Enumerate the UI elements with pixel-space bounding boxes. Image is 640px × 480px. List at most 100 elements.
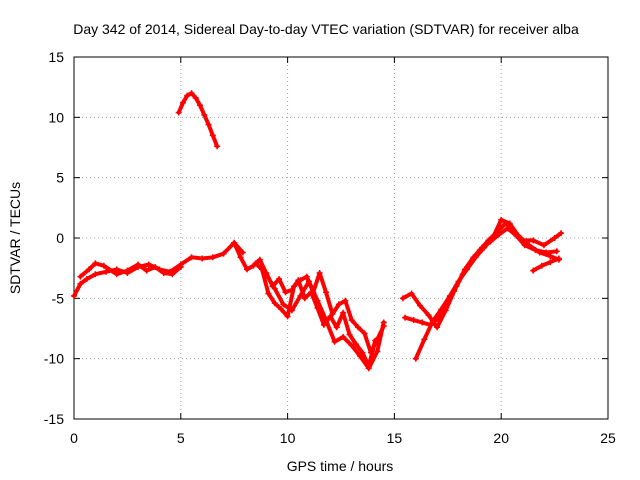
data-point bbox=[175, 109, 182, 116]
data-point bbox=[357, 353, 364, 360]
data-point bbox=[282, 289, 289, 296]
data-point bbox=[425, 312, 432, 319]
data-point bbox=[184, 92, 191, 99]
data-point bbox=[340, 333, 347, 340]
y-tick-label: -10 bbox=[44, 351, 64, 367]
data-point bbox=[438, 306, 445, 313]
data-point bbox=[380, 319, 387, 326]
data-point bbox=[143, 267, 150, 274]
data-point bbox=[100, 262, 107, 269]
data-point bbox=[201, 111, 208, 118]
data-point bbox=[455, 278, 462, 285]
data-point bbox=[124, 267, 131, 274]
x-tick-label: 10 bbox=[280, 430, 296, 446]
data-point bbox=[530, 267, 537, 274]
y-tick-label: 0 bbox=[56, 230, 64, 246]
data-point bbox=[496, 231, 503, 238]
data-point bbox=[278, 306, 285, 313]
data-point bbox=[237, 254, 244, 261]
data-point bbox=[555, 255, 562, 262]
data-point bbox=[83, 276, 90, 283]
data-point bbox=[547, 253, 554, 260]
data-point bbox=[199, 255, 206, 262]
data-point bbox=[498, 216, 505, 223]
data-point bbox=[329, 311, 336, 318]
data-point bbox=[280, 301, 287, 308]
data-point bbox=[536, 249, 543, 256]
data-point bbox=[258, 266, 265, 273]
data-point bbox=[346, 331, 353, 338]
data-point bbox=[352, 341, 359, 348]
data-point bbox=[402, 314, 409, 321]
data-point bbox=[558, 230, 565, 237]
data-point bbox=[504, 225, 511, 232]
data-point bbox=[446, 292, 453, 299]
data-point bbox=[220, 250, 227, 257]
data-point bbox=[316, 269, 323, 276]
series-track-evening-d bbox=[531, 256, 561, 273]
data-point bbox=[342, 297, 349, 304]
data-point bbox=[551, 235, 558, 241]
data-point bbox=[231, 239, 238, 246]
data-point bbox=[284, 313, 291, 320]
data-point bbox=[113, 271, 120, 278]
data-point bbox=[367, 349, 374, 356]
series-track-early-high bbox=[176, 91, 220, 149]
data-point bbox=[152, 263, 159, 270]
data-point bbox=[301, 295, 308, 302]
data-point bbox=[103, 268, 110, 275]
data-point bbox=[408, 290, 415, 297]
data-point bbox=[333, 324, 340, 331]
data-point bbox=[515, 232, 522, 239]
data-point bbox=[340, 309, 347, 316]
data-point bbox=[421, 336, 428, 343]
data-point bbox=[85, 266, 92, 273]
data-point bbox=[303, 273, 310, 280]
data-point bbox=[205, 121, 212, 128]
data-point bbox=[192, 95, 199, 102]
data-point bbox=[355, 324, 362, 331]
data-point bbox=[77, 273, 84, 280]
data-point bbox=[331, 338, 338, 345]
data-point bbox=[209, 254, 216, 261]
data-point bbox=[135, 261, 142, 268]
data-point bbox=[553, 248, 560, 255]
data-point bbox=[71, 292, 77, 299]
data-point bbox=[412, 355, 419, 362]
data-point bbox=[419, 319, 426, 326]
data-point bbox=[169, 271, 176, 278]
data-point bbox=[263, 271, 270, 278]
data-point bbox=[323, 289, 330, 296]
axis-ticks bbox=[73, 56, 609, 420]
data-point bbox=[197, 102, 204, 109]
grid-lines bbox=[74, 57, 608, 419]
x-tick-label: 5 bbox=[177, 430, 185, 446]
data-point bbox=[348, 342, 355, 349]
x-tick-label: 15 bbox=[387, 430, 403, 446]
data-point bbox=[77, 280, 84, 287]
data-point bbox=[188, 254, 195, 261]
data-point bbox=[239, 249, 246, 256]
y-tick-label: 5 bbox=[56, 170, 64, 186]
data-point bbox=[276, 276, 283, 283]
x-axis-label: GPS time / hours bbox=[287, 458, 394, 474]
x-tick-label: 20 bbox=[493, 430, 509, 446]
data-point bbox=[214, 143, 221, 150]
chart-title: Day 342 of 2014, Sidereal Day-to-day VTE… bbox=[73, 21, 579, 37]
tick-labels: 0 5 10 15 20 25 -15 -10 -5 0 5 10 15 bbox=[44, 49, 616, 446]
data-point bbox=[252, 260, 259, 267]
y-tick-label: -5 bbox=[52, 290, 65, 306]
y-tick-label: -15 bbox=[44, 411, 64, 427]
data-point bbox=[538, 262, 545, 269]
data-point bbox=[361, 330, 368, 337]
data-point bbox=[434, 324, 441, 331]
data-point bbox=[92, 271, 99, 278]
data-point bbox=[323, 317, 330, 324]
data-point bbox=[209, 132, 216, 139]
data-point bbox=[244, 266, 251, 273]
data-point bbox=[297, 292, 304, 299]
x-tick-label: 0 bbox=[70, 430, 78, 446]
data-point bbox=[530, 237, 537, 244]
data-point bbox=[481, 244, 488, 251]
